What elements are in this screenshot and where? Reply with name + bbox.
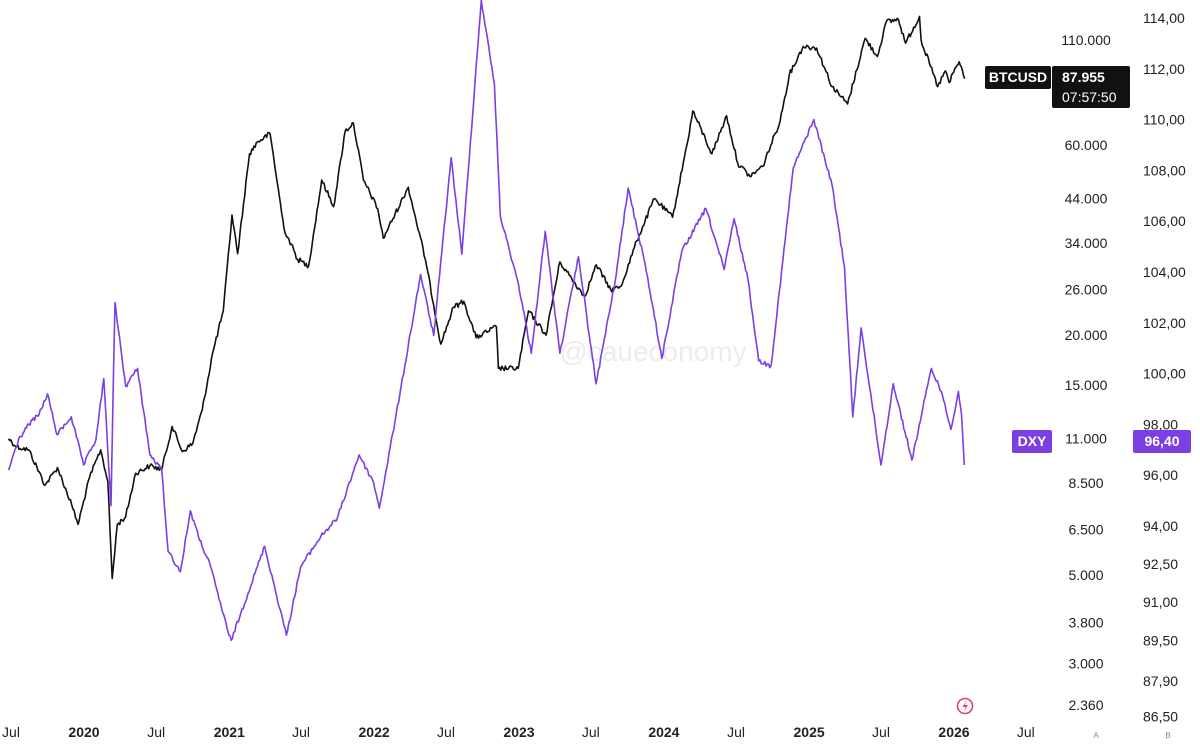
btc-axis-tick-label: 11.000: [1065, 431, 1107, 447]
dxy-axis-tick-label: 100,00: [1143, 366, 1186, 382]
btc-symbol-box: [985, 66, 1051, 89]
btc-last-price-tag[interactable]: BTCUSD 87.955 07:57:50: [985, 66, 1130, 108]
time-axis-tick-label: 2022: [359, 724, 390, 740]
time-axis-tick-label: Jul: [147, 724, 165, 740]
time-axis-tick-label: Jul: [582, 724, 600, 740]
dxy-price-axis[interactable]: 114,00 112,00 110,00 108,00 106,00 104,00 102,…: [1143, 10, 1186, 725]
dxy-symbol-box: [1012, 430, 1052, 453]
dxy-axis-tick-label: 98,00: [1143, 416, 1178, 432]
btc-axis-tick-label: 3.800: [1068, 615, 1103, 631]
time-axis-tick-label: Jul: [2, 724, 20, 740]
dxy-axis-tick-label: 96,00: [1143, 467, 1178, 483]
time-axis-tick-label: Jul: [292, 724, 310, 740]
series-layer: [7, 0, 966, 642]
btc-axis-tick-label: 44.000: [1065, 191, 1108, 207]
dxy-axis-tick-label: 91,00: [1143, 594, 1178, 610]
dxy-axis-tick-label: 114,00: [1143, 10, 1185, 26]
dxy-axis-tick-label: 89,50: [1143, 632, 1178, 648]
series-line-dxy[interactable]: [7, 0, 966, 642]
dxy-axis-tick-label: 92,50: [1143, 556, 1178, 572]
series-line-btcusd[interactable]: [7, 15, 966, 580]
dxy-axis-tick-label: 110,00: [1143, 112, 1185, 128]
dxy-last-price-tag[interactable]: DXY 96,40: [1012, 430, 1191, 453]
btc-axis-tick-label: 8.500: [1068, 475, 1103, 491]
btc-axis-tick-label: 6.500: [1068, 522, 1103, 538]
dxy-axis-tick-label: 106,00: [1143, 213, 1186, 229]
dxy-axis-tick-label: 112,00: [1143, 61, 1185, 77]
btc-axis-tick-label: 34.000: [1065, 235, 1108, 251]
time-axis-tick-label: 2021: [214, 724, 245, 740]
btc-countdown-label: 07:57:50: [1062, 89, 1117, 105]
time-axis-tick-label: 2024: [648, 724, 679, 740]
dxy-axis-tick-label: 108,00: [1143, 162, 1186, 178]
dxy-symbol-label: DXY: [1018, 433, 1047, 449]
btc-axis-tick-label: 26.000: [1065, 282, 1108, 298]
dxy-price-label: 96,40: [1144, 433, 1179, 449]
btc-symbol-label: BTCUSD: [989, 69, 1047, 85]
btc-axis-tick-label: 3.000: [1068, 656, 1103, 672]
btc-price-box: [1052, 66, 1130, 108]
time-axis-tick-label: 2026: [938, 724, 969, 740]
dxy-price-box: [1133, 430, 1191, 453]
time-axis-tick-label: 2025: [794, 724, 825, 740]
btc-axis-tick-label: 5.000: [1068, 567, 1103, 583]
dxy-axis-tick-label: 87,90: [1143, 673, 1178, 689]
btc-axis-tick-label: 15.000: [1065, 377, 1108, 393]
btc-axis-tick-label: 2.360: [1068, 697, 1103, 713]
time-axis-tick-label: 2023: [503, 724, 534, 740]
time-axis-tick-label: Jul: [872, 724, 890, 740]
time-axis-tick-label: Jul: [1017, 724, 1035, 740]
dxy-axis-tick-label: 94,00: [1143, 518, 1178, 534]
time-axis-tick-label: Jul: [437, 724, 455, 740]
btc-price-label: 87.955: [1062, 69, 1105, 85]
scale-b-label[interactable]: B: [1165, 731, 1170, 740]
lightning-icon[interactable]: [956, 697, 974, 715]
time-axis-tick-label: Jul: [727, 724, 745, 740]
btc-axis-tick-label: 110.000: [1061, 32, 1111, 48]
btc-axis-tick-label: 20.000: [1065, 327, 1108, 343]
watermark: @caueconomy: [559, 336, 746, 367]
time-axis[interactable]: Jul 2020 Jul 2021 Jul 2022 Jul 2023 Jul 2024 Jul 20…: [2, 724, 1035, 740]
btc-price-axis[interactable]: 110.000 60.000 44.000 34.000 26.000 20.000 15.…: [1061, 32, 1111, 713]
dxy-axis-tick-label: 102,00: [1143, 315, 1186, 331]
dxy-axis-tick-label: 104,00: [1143, 264, 1186, 280]
dxy-axis-tick-label: 86,50: [1143, 709, 1178, 725]
btc-axis-tick-label: 60.000: [1065, 137, 1108, 153]
time-axis-tick-label: 2020: [68, 724, 99, 740]
scale-a-label[interactable]: A: [1093, 731, 1099, 740]
